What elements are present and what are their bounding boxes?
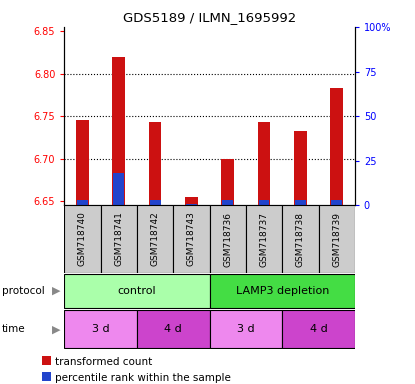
FancyBboxPatch shape bbox=[210, 310, 282, 348]
FancyBboxPatch shape bbox=[282, 205, 319, 273]
Text: 3 d: 3 d bbox=[237, 324, 255, 334]
Text: GSM718741: GSM718741 bbox=[114, 212, 123, 266]
FancyBboxPatch shape bbox=[137, 310, 210, 348]
Bar bbox=[77, 200, 88, 205]
Text: control: control bbox=[117, 286, 156, 296]
Bar bbox=[76, 121, 89, 205]
Bar bbox=[222, 200, 233, 205]
Bar bbox=[259, 200, 269, 205]
Bar bbox=[221, 159, 234, 205]
Text: LAMP3 depletion: LAMP3 depletion bbox=[236, 286, 329, 296]
FancyBboxPatch shape bbox=[173, 205, 210, 273]
Bar bbox=[112, 56, 125, 205]
FancyBboxPatch shape bbox=[64, 310, 137, 348]
Text: transformed count: transformed count bbox=[55, 357, 152, 367]
FancyBboxPatch shape bbox=[319, 205, 355, 273]
Text: protocol: protocol bbox=[2, 286, 45, 296]
FancyBboxPatch shape bbox=[64, 205, 100, 273]
Bar bbox=[186, 204, 197, 205]
Text: 3 d: 3 d bbox=[92, 324, 110, 334]
Text: ▶: ▶ bbox=[52, 324, 60, 334]
Title: GDS5189 / ILMN_1695992: GDS5189 / ILMN_1695992 bbox=[123, 11, 296, 24]
Text: GSM718739: GSM718739 bbox=[332, 212, 341, 266]
Text: GSM718742: GSM718742 bbox=[151, 212, 160, 266]
FancyBboxPatch shape bbox=[246, 205, 282, 273]
FancyBboxPatch shape bbox=[210, 274, 355, 308]
Text: percentile rank within the sample: percentile rank within the sample bbox=[55, 372, 231, 382]
Bar bbox=[295, 200, 306, 205]
FancyBboxPatch shape bbox=[282, 310, 355, 348]
FancyBboxPatch shape bbox=[210, 205, 246, 273]
Text: ▶: ▶ bbox=[52, 286, 60, 296]
Bar bbox=[331, 200, 342, 205]
Text: GSM718736: GSM718736 bbox=[223, 212, 232, 266]
Bar bbox=[330, 88, 343, 205]
Text: GSM718743: GSM718743 bbox=[187, 212, 196, 266]
Bar bbox=[294, 131, 307, 205]
Text: 4 d: 4 d bbox=[164, 324, 182, 334]
Bar bbox=[113, 173, 124, 205]
Text: GSM718738: GSM718738 bbox=[296, 212, 305, 266]
Text: GSM718740: GSM718740 bbox=[78, 212, 87, 266]
FancyBboxPatch shape bbox=[137, 205, 173, 273]
FancyBboxPatch shape bbox=[100, 205, 137, 273]
Text: GSM718737: GSM718737 bbox=[259, 212, 269, 266]
Text: time: time bbox=[2, 324, 26, 334]
Bar bbox=[150, 200, 161, 205]
Bar bbox=[258, 122, 271, 205]
Bar bbox=[149, 122, 161, 205]
Bar bbox=[185, 197, 198, 205]
Text: 4 d: 4 d bbox=[310, 324, 327, 334]
FancyBboxPatch shape bbox=[64, 274, 210, 308]
